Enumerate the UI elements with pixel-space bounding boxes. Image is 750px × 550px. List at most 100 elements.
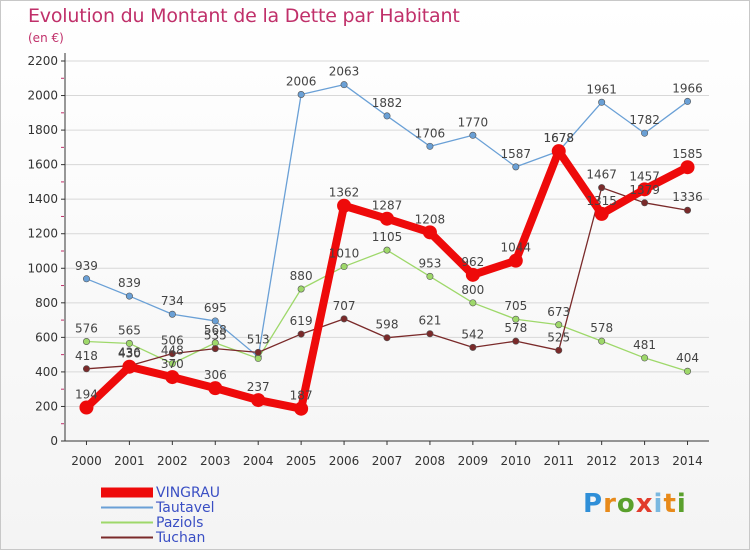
data-point-tautavel [297,91,305,99]
data-label-tautavel: 1782 [629,113,660,127]
legend-label-tuchan: Tuchan [156,529,206,546]
x-tick-label: 2005 [286,454,317,468]
x-tick-label: 2000 [71,454,102,468]
data-point-vingrau [294,401,309,416]
data-point-tautavel [512,163,520,171]
data-label-vingrau: 1315 [586,194,617,208]
data-point-tuchan [383,334,391,342]
data-point-tuchan [297,330,305,338]
data-label-tautavel: 1678 [543,131,574,145]
data-label-paziols: 448 [161,344,184,358]
data-label-vingrau: 1678 [543,131,574,145]
data-label-paziols: 565 [118,323,141,337]
y-tick-label: 1600 [27,158,58,172]
data-label-vingrau: 1044 [501,241,532,255]
data-point-vingrau [380,211,394,226]
x-tick-label: 2001 [114,454,145,468]
data-label-tuchan: 542 [461,327,484,341]
data-point-paziols [82,338,90,346]
data-point-paziols [383,246,391,254]
data-point-vingrau [251,393,266,408]
data-point-tuchan [426,330,434,338]
data-label-tuchan: 506 [161,334,184,348]
data-label-tautavel: 1706 [415,126,446,140]
logo-letter: P [583,489,604,519]
x-tick-label: 2009 [458,454,489,468]
y-tick-label: 600 [35,330,58,344]
chart-subtitle: (en €) [28,31,64,45]
data-label-paziols: 673 [547,305,570,319]
data-point-tuchan [168,350,176,358]
data-label-tuchan: 619 [290,314,313,328]
data-label-tautavel: 1966 [672,81,703,95]
data-point-tuchan [254,348,262,356]
legend-label-paziols: Paziols [156,514,204,531]
data-point-paziols [555,321,563,329]
data-point-paziols [168,360,176,368]
data-point-tuchan [512,337,520,345]
data-label-tautavel: 1587 [501,147,532,161]
legend-item-tautavel: Tautavel [101,499,220,516]
logo-letter: i [653,489,664,519]
y-tick-label: 1200 [27,227,58,241]
data-label-vingrau: 1208 [415,212,446,226]
data-label-tuchan: 436 [118,346,141,360]
data-label-vingrau: 962 [461,255,484,269]
legend-label-tautavel: Tautavel [156,499,215,516]
data-label-tuchan: 578 [504,321,527,335]
legend-swatch-vingrau [101,487,153,498]
y-tick-label: 200 [35,399,58,413]
x-tick-label: 2002 [157,454,188,468]
data-point-vingrau [122,359,137,374]
data-point-tuchan [211,345,219,353]
data-label-paziols: 800 [461,283,484,297]
data-point-tautavel [340,81,348,89]
data-label-tautavel: 1882 [372,96,403,110]
logo-letter: x [635,489,654,519]
data-label-paziols: 568 [204,323,227,337]
data-point-paziols [684,367,692,375]
legend-swatch-tautavel [101,506,153,509]
data-label-paziols: 578 [590,321,613,335]
data-point-tuchan [598,184,606,192]
x-tick-label: 2013 [629,454,660,468]
data-label-tautavel: 839 [118,276,141,290]
data-label-tuchan: 1467 [586,168,617,182]
logo-letter: i [676,489,687,519]
data-point-paziols [641,354,649,362]
data-label-tuchan: 513 [247,332,270,346]
data-label-paziols: 880 [290,269,313,283]
data-label-vingrau: 370 [161,357,184,371]
data-point-vingrau [337,198,352,213]
x-tick-label: 2004 [243,454,274,468]
data-label-vingrau: 430 [118,347,141,361]
data-point-vingrau [680,160,695,175]
data-label-paziols: 481 [633,338,656,352]
y-tick-label: 0 [50,434,58,448]
data-point-paziols [512,315,520,323]
x-tick-label: 2008 [415,454,446,468]
data-point-tautavel [211,317,219,325]
data-point-vingrau [508,253,523,268]
data-label-paziols: 576 [75,322,98,336]
x-tick-label: 2011 [543,454,574,468]
data-point-tautavel [125,292,133,300]
y-tick-label: 2000 [27,89,58,103]
data-label-vingrau: 1585 [672,147,703,161]
data-label-paziols: 1010 [329,247,360,261]
data-point-tuchan [340,315,348,323]
data-label-tuchan: 525 [547,330,570,344]
data-label-tautavel: 695 [204,301,227,315]
y-tick-label: 400 [35,365,58,379]
legend-item-tuchan: Tuchan [101,529,220,546]
data-label-paziols: 404 [676,351,699,365]
legend: VINGRAU Tautavel Paziols Tuchan [101,485,220,546]
data-label-tautavel: 734 [161,294,184,308]
data-label-tautavel: 939 [75,259,98,273]
data-point-tautavel [598,98,606,106]
data-point-vingrau [594,206,609,221]
data-point-vingrau [551,144,566,159]
data-label-tautavel: 2063 [329,65,360,79]
y-tick-label: 1000 [27,261,58,275]
proxiti-logo: Proxiti [583,489,687,519]
